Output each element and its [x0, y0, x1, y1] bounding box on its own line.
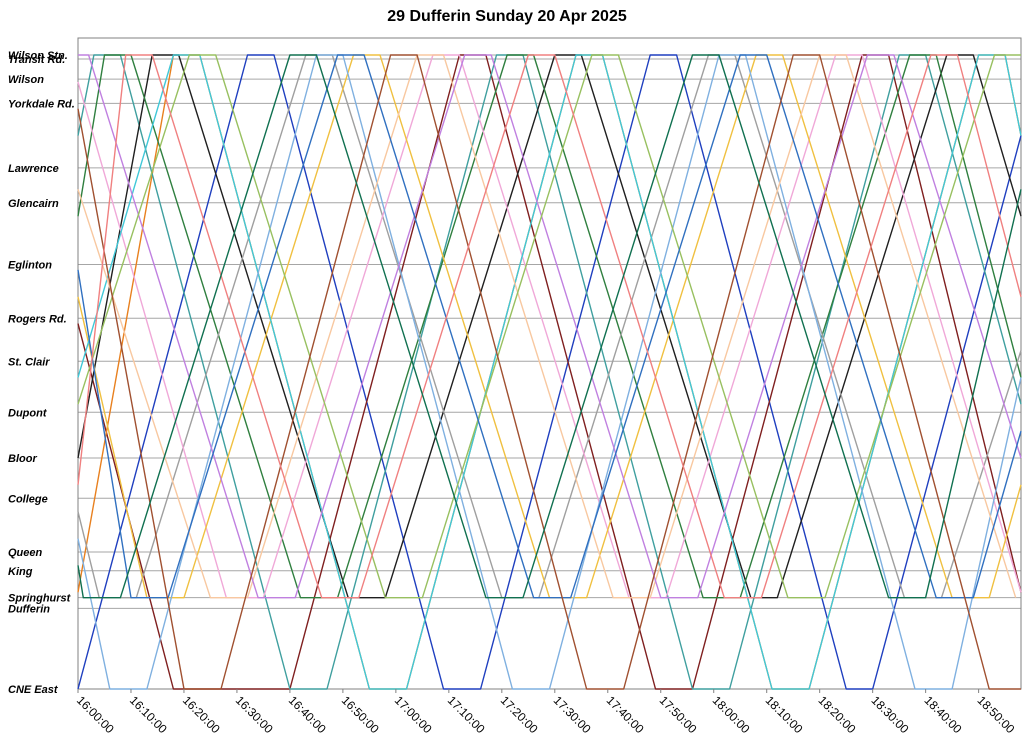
stop-label: Dupont [8, 407, 48, 419]
stop-label: St. Clair [8, 356, 50, 368]
x-tick-label: 18:40:00 [922, 693, 965, 736]
x-tick-label: 18:50:00 [974, 693, 1017, 736]
stop-label: Eglinton [8, 260, 52, 272]
vehicle-trace-17 [77, 54, 1022, 599]
stop-label: Springhurst [8, 593, 72, 605]
x-tick-label: 18:10:00 [763, 693, 806, 736]
stop-label: Queen [8, 547, 43, 559]
vehicle-trace-1 [77, 54, 1022, 690]
x-tick-label: 18:00:00 [710, 693, 753, 736]
x-tick-label: 16:40:00 [286, 693, 329, 736]
stop-label: Wilson [8, 74, 44, 86]
chart-title: 29 Dufferin Sunday 20 Apr 2025 [387, 8, 627, 25]
x-tick-label: 16:30:00 [233, 693, 276, 736]
vehicle-trace-16 [77, 54, 1021, 690]
stop-label: Yorkdale Rd. [8, 98, 75, 110]
x-tick-label: 16:50:00 [339, 693, 382, 736]
vehicle-trace-18 [77, 54, 1022, 599]
stop-label: CNE East [8, 684, 59, 696]
vehicle-trace-15 [77, 54, 1022, 599]
x-tick-label: 16:00:00 [74, 693, 117, 736]
x-tick-label: 18:30:00 [869, 693, 912, 736]
stop-label: Dufferin [8, 603, 50, 615]
stop-label: Bloor [8, 453, 37, 465]
series-layer [77, 54, 1022, 690]
stop-label: College [8, 493, 48, 505]
time-labels: 16:00:00 16:10:00 16:20:00 16:30:00 16:40:00… [74, 689, 1018, 736]
x-tick-label: 17:30:00 [551, 693, 594, 736]
x-tick-label: 17:40:00 [604, 693, 647, 736]
vehicle-trace-12 [77, 54, 1017, 599]
x-tick-label: 17:10:00 [445, 693, 488, 736]
x-tick-label: 17:50:00 [657, 693, 700, 736]
vehicle-trace-14 [77, 54, 1021, 599]
x-tick-label: 17:00:00 [392, 693, 435, 736]
vehicle-trace-11 [77, 54, 1022, 690]
x-tick-label: 16:10:00 [127, 693, 170, 736]
vehicle-trace-13 [78, 54, 1022, 599]
x-tick-label: 16:20:00 [180, 693, 223, 736]
stop-label: King [8, 566, 33, 578]
stop-label: Lawrence [8, 163, 59, 175]
x-tick-label: 18:20:00 [816, 693, 859, 736]
stop-labels: Wilson Stn.Transit Rd. Wilson Yorkdale Rd.… [8, 50, 75, 696]
stop-label: Rogers Rd. [8, 313, 67, 325]
x-tick-label: 17:20:00 [498, 693, 541, 736]
vehicle-trace-7 [77, 54, 1022, 599]
stop-label: Transit Rd. [8, 54, 65, 66]
stop-label: Glencairn [8, 198, 59, 210]
stop-label: Wilson Stn. [8, 50, 68, 62]
